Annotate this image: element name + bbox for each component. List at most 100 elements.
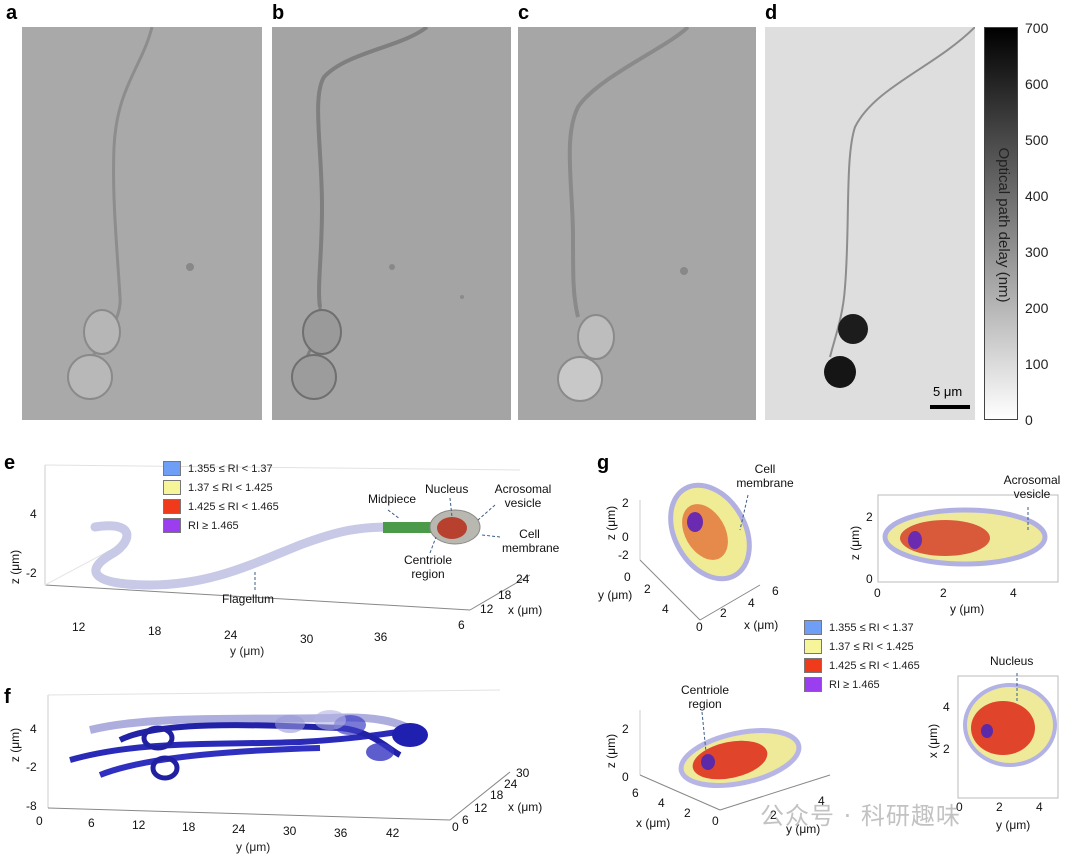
z-tick: 2 — [622, 496, 629, 510]
panel-label-d: d — [765, 2, 778, 24]
y-tick: 0 — [36, 814, 43, 828]
colorbar-tick: 500 — [1025, 132, 1049, 148]
panel-e-plot — [44, 464, 531, 611]
panel-g-top-right-plot — [877, 494, 1059, 583]
axis-label-y: y (μm) — [996, 818, 1031, 832]
annotation-acrosomal-vesicle: Acrosomal vesicle — [1003, 473, 1061, 501]
axis-label-y: y (μm) — [236, 840, 271, 854]
z-tick: 0 — [866, 572, 873, 586]
colorbar-tick: 600 — [1025, 76, 1049, 92]
legend-swatch — [163, 461, 181, 476]
x-tick: 0 — [696, 620, 703, 634]
y-tick: 4 — [1036, 800, 1043, 814]
z-tick: 0 — [622, 530, 629, 544]
x-tick: 18 — [498, 588, 512, 602]
x-tick: 4 — [748, 596, 755, 610]
z-tick: 2 — [622, 722, 629, 736]
axis-label-z: z (μm) — [604, 505, 619, 541]
legend-e: 1.355 ≤ RI < 1.37 1.37 ≤ RI < 1.425 1.42… — [163, 459, 279, 535]
legend-label: 1.355 ≤ RI < 1.37 — [188, 462, 273, 475]
watermark: 公众号 · 科研趣味 — [760, 802, 961, 830]
x-tick: 2 — [684, 806, 691, 820]
axis-label-x: x (μm) — [508, 603, 543, 617]
z-tick: 0 — [622, 770, 629, 784]
colorbar-tick: 0 — [1025, 412, 1033, 428]
panel-label-c: c — [518, 2, 530, 24]
y-tick: 24 — [232, 822, 246, 836]
axis-label-y: y (μm) — [950, 602, 985, 616]
y-tick: 12 — [72, 620, 86, 634]
x-tick: 12 — [480, 602, 494, 616]
legend-swatch — [804, 658, 822, 673]
x-tick: 24 — [516, 572, 530, 586]
panel-label-e: e — [4, 452, 16, 474]
legend-label: 1.37 ≤ RI < 1.425 — [829, 640, 914, 653]
legend-label: 1.355 ≤ RI < 1.37 — [829, 621, 914, 634]
panel-g-bottom-right-plot — [957, 673, 1059, 799]
x-tick: 6 — [462, 813, 469, 827]
z-tick: 2 — [866, 510, 873, 524]
legend-swatch — [163, 518, 181, 533]
scale-bar-label: 5 μm — [933, 384, 963, 399]
axis-label-x: x (μm) — [508, 800, 543, 814]
legend-label: RI ≥ 1.465 — [829, 678, 880, 691]
y-tick: 2 — [644, 582, 651, 596]
z-tick: 4 — [30, 507, 37, 521]
x-tick: 2 — [720, 606, 727, 620]
annotation-cell-membrane: Cell membrane — [502, 527, 560, 555]
micrograph-a — [22, 27, 262, 420]
y-tick: 24 — [224, 628, 238, 642]
y-tick: 4 — [1010, 586, 1017, 600]
y-tick: 36 — [374, 630, 388, 644]
micrograph-c — [518, 27, 756, 420]
annotation-centriole-region: Centriole region — [680, 683, 730, 711]
axis-label-z: z (μm) — [8, 549, 23, 585]
panel-f-plot — [47, 689, 511, 821]
legend-swatch — [804, 639, 822, 654]
x-tick: 4 — [658, 796, 665, 810]
annotation-cell-membrane: Cell membrane — [736, 462, 794, 490]
colorbar-title: Optical path delay (nm) — [995, 147, 1012, 303]
y-tick: 6 — [88, 816, 95, 830]
annotation-acrosomal-vesicle: Acrosomal vesicle — [494, 482, 552, 510]
y-tick: 0 — [956, 800, 963, 814]
axis-label-x: x (μm) — [636, 816, 671, 830]
x-tick: 24 — [504, 777, 518, 791]
annotation-flagellum: Flagellum — [222, 592, 275, 606]
legend-label: 1.425 ≤ RI < 1.465 — [829, 659, 920, 672]
x-tick: 18 — [490, 788, 504, 802]
y-tick: 4 — [662, 602, 669, 616]
y-tick: 0 — [624, 570, 631, 584]
y-tick: 0 — [874, 586, 881, 600]
annotation-centriole-region: Centriole region — [403, 553, 453, 581]
colorbar-tick: 400 — [1025, 188, 1049, 204]
y-tick: 42 — [386, 826, 400, 840]
legend-label: 1.37 ≤ RI < 1.425 — [188, 481, 273, 494]
y-tick: 30 — [283, 824, 297, 838]
panel-g-bottom-left-plot — [639, 710, 831, 811]
annotation-nucleus: Nucleus — [990, 654, 1034, 668]
y-tick: 18 — [148, 624, 162, 638]
panel-label-g: g — [597, 452, 610, 474]
z-tick: -2 — [26, 760, 37, 774]
micrograph-d: 5 μm — [765, 27, 975, 420]
y-tick: 36 — [334, 826, 348, 840]
axis-label-x: x (μm) — [744, 618, 779, 632]
legend-swatch — [804, 620, 822, 635]
z-tick: -2 — [618, 548, 629, 562]
y-tick: 18 — [182, 820, 196, 834]
y-tick: 2 — [770, 808, 777, 822]
y-tick: 30 — [300, 632, 314, 646]
colorbar-tick: 300 — [1025, 244, 1049, 260]
colorbar-tick: 200 — [1025, 300, 1049, 316]
panel-g-top-left-plot — [639, 482, 761, 621]
x-tick: 12 — [474, 801, 488, 815]
legend-swatch — [804, 677, 822, 692]
axis-label-z: z (μm) — [8, 727, 23, 763]
legend-label: RI ≥ 1.465 — [188, 519, 239, 532]
axis-label-y: y (μm) — [598, 588, 633, 602]
panel-label-b: b — [272, 2, 285, 24]
axis-label-y: y (μm) — [786, 822, 821, 836]
colorbar — [984, 27, 1018, 420]
y-tick: 2 — [996, 800, 1003, 814]
